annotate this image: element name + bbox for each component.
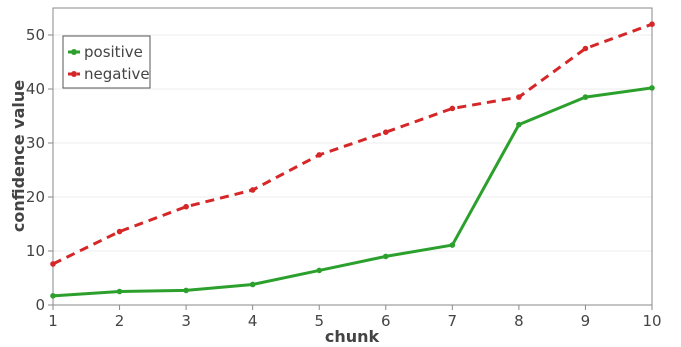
y-tick-label-20: 20 bbox=[26, 188, 45, 206]
legend-label-positive: positive bbox=[84, 43, 143, 61]
gridlines bbox=[53, 34, 652, 252]
data-point-positive-5 bbox=[316, 267, 323, 274]
series-line-positive bbox=[52, 86, 653, 298]
y-tick-label-40: 40 bbox=[26, 80, 45, 98]
data-point-positive-6 bbox=[382, 253, 389, 260]
data-point-negative-9 bbox=[582, 45, 589, 52]
data-point-positive-9 bbox=[582, 94, 589, 100]
x-tick-label-7: 7 bbox=[448, 312, 458, 330]
x-tick-label-5: 5 bbox=[314, 312, 324, 330]
y-tick-label-30: 30 bbox=[26, 134, 45, 152]
legend: positive negative bbox=[62, 35, 151, 89]
data-point-positive-3 bbox=[183, 287, 189, 294]
legend-marker-negative bbox=[71, 71, 77, 77]
series-group bbox=[50, 21, 655, 299]
legend-box bbox=[62, 35, 151, 89]
x-tick-label-4: 4 bbox=[248, 312, 258, 330]
data-point-negative-3 bbox=[183, 203, 189, 210]
data-point-positive-10 bbox=[649, 85, 655, 91]
y-tick-label-10: 10 bbox=[26, 242, 45, 260]
data-point-negative-8 bbox=[516, 94, 522, 100]
x-tick-label-9: 9 bbox=[581, 312, 591, 330]
data-point-negative-10 bbox=[649, 21, 655, 28]
y-axis-title: confidence value bbox=[9, 80, 28, 232]
x-tick-label-2: 2 bbox=[115, 312, 125, 330]
x-tick-label-6: 6 bbox=[381, 312, 391, 330]
data-point-negative-6 bbox=[382, 129, 389, 135]
x-tick-label-10: 10 bbox=[642, 312, 661, 330]
x-tick-label-8: 8 bbox=[514, 312, 524, 330]
legend-marker-positive bbox=[71, 49, 77, 55]
data-point-negative-7 bbox=[449, 105, 456, 112]
data-point-positive-2 bbox=[116, 288, 123, 295]
x-axis-ticks: 1 2 3 4 5 6 7 8 9 10 bbox=[48, 305, 662, 330]
y-tick-label-50: 50 bbox=[26, 26, 45, 44]
x-tick-label-1: 1 bbox=[48, 312, 58, 330]
data-point-positive-4 bbox=[249, 281, 256, 288]
y-tick-label-0: 0 bbox=[35, 296, 45, 314]
data-point-negative-2 bbox=[116, 228, 123, 235]
data-point-positive-1 bbox=[50, 293, 56, 299]
legend-label-negative: negative bbox=[84, 65, 150, 83]
data-point-positive-7 bbox=[449, 242, 456, 248]
data-point-negative-5 bbox=[316, 152, 323, 158]
data-point-negative-1 bbox=[50, 261, 56, 267]
series-line-negative bbox=[52, 22, 653, 266]
x-axis-title: chunk bbox=[325, 327, 380, 346]
data-point-negative-4 bbox=[249, 187, 256, 193]
plot-frame bbox=[52, 7, 653, 306]
y-axis-ticks: 0 10 20 30 40 50 bbox=[26, 26, 53, 314]
x-tick-label-3: 3 bbox=[181, 312, 191, 330]
data-point-positive-8 bbox=[516, 121, 522, 128]
